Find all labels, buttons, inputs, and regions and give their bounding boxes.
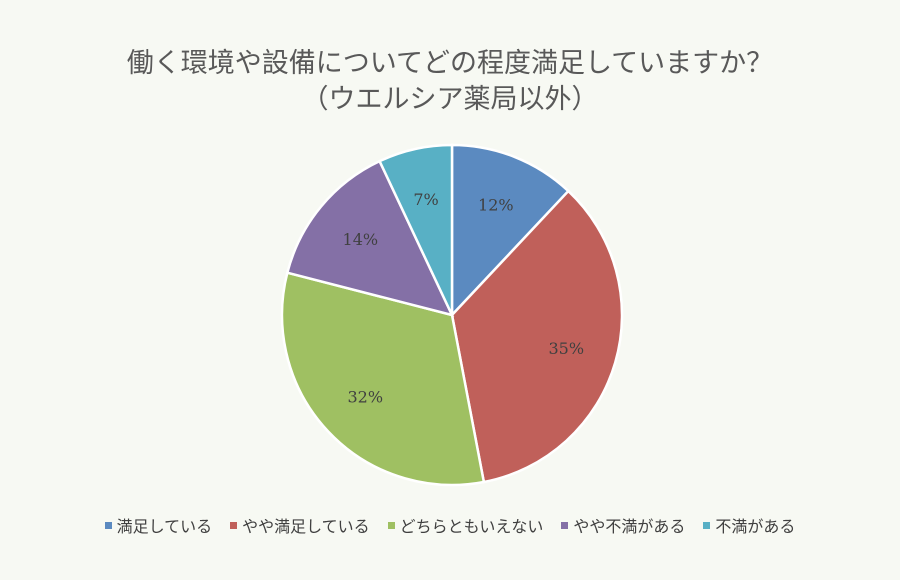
data-label-5: 7% xyxy=(413,190,438,209)
data-label-4: 14% xyxy=(343,230,379,249)
chart-title-line-1: 働く環境や設備についてどの程度満足していますか？ xyxy=(127,48,773,79)
pie-slice-4 xyxy=(285,159,455,317)
legend-item-4: やや不満がある xyxy=(561,513,685,537)
legend-swatch-2 xyxy=(230,521,238,529)
legend-swatch-1 xyxy=(104,521,112,529)
legend-label-3: どちらともいえない xyxy=(399,517,544,536)
legend-swatch-5 xyxy=(703,521,711,529)
legend-item-1: 満足している xyxy=(104,513,213,537)
data-label-3: 32% xyxy=(347,387,383,406)
legend-item-5: 不満がある xyxy=(703,513,795,537)
chart-title-line-2: （ウエルシア薬局以外） xyxy=(302,84,599,115)
legend-swatch-3 xyxy=(387,521,395,529)
legend-label-4: やや不満がある xyxy=(573,517,686,536)
legend-item-2: やや満足している xyxy=(230,513,370,537)
legend-swatch-4 xyxy=(561,521,569,529)
pie-slice-3 xyxy=(280,271,486,487)
legend-label-1: 満足している xyxy=(116,517,213,536)
pie-chart: 働く環境や設備についてどの程度満足していますか？ （ウエルシア薬局以外） 12%… xyxy=(127,48,773,487)
pie-slice-1 xyxy=(450,143,571,319)
chart-legend: 満足している やや満足している どちらともいえない やや不満がある 不満がある xyxy=(0,513,900,537)
pie-slice-5 xyxy=(377,143,454,316)
data-label-1: 12% xyxy=(478,195,514,214)
pie-slice-2 xyxy=(450,189,624,484)
legend-item-3: どちらともいえない xyxy=(387,513,544,537)
legend-label-5: 不満がある xyxy=(715,517,796,536)
legend-label-2: やや満足している xyxy=(242,517,370,536)
data-label-2: 35% xyxy=(548,339,584,358)
